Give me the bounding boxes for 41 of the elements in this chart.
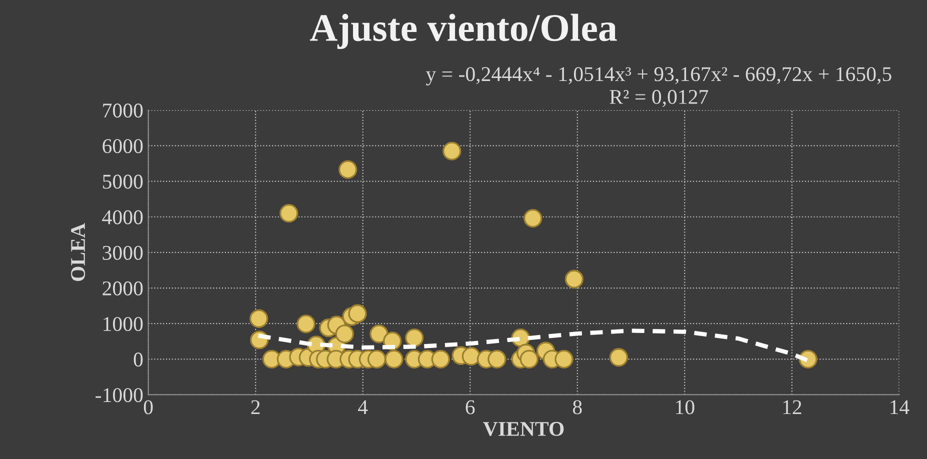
x-axis-title: VIENTO <box>483 422 564 436</box>
point <box>520 350 538 369</box>
y-axis-title: OLEA <box>71 223 86 281</box>
y-tick-label: 3000 <box>102 246 143 260</box>
point <box>488 350 506 369</box>
y-tick-label: 5000 <box>103 174 143 189</box>
point <box>280 204 298 223</box>
y-tick-label: -1000 <box>96 388 143 402</box>
x-tick-label: 0 <box>144 400 153 414</box>
x-tick-label: 14 <box>890 400 910 414</box>
y-tick-label: 4000 <box>102 210 143 224</box>
y-tick-label: 7000 <box>103 104 143 118</box>
text: R² = 0,0127 <box>610 90 708 107</box>
point <box>249 309 268 328</box>
y-tick-label: 0 <box>134 352 143 367</box>
x-tick-label: 6 <box>466 400 475 414</box>
x-tick-label: 2 <box>251 400 260 414</box>
point <box>609 348 628 367</box>
point <box>335 324 354 344</box>
chart-title: Ajuste viento/Olea <box>310 14 617 50</box>
point <box>348 304 367 323</box>
text: y = -0,2444x⁴ - 1,0514x³ + 93,167x² - 669,72x + 1650,5 <box>426 67 892 86</box>
point <box>442 142 462 160</box>
y-tick-label: 6000 <box>102 139 143 154</box>
point <box>367 350 386 369</box>
y-tick-label: 1000 <box>104 316 143 332</box>
point <box>370 324 388 344</box>
x-tick-label: 4 <box>358 400 368 414</box>
point <box>431 350 450 369</box>
point <box>384 350 404 369</box>
point <box>564 270 584 288</box>
x-tick-label: 12 <box>783 400 802 414</box>
y-tick-label: 2000 <box>102 281 143 296</box>
point <box>554 350 574 369</box>
point <box>405 328 424 348</box>
point <box>462 346 481 366</box>
point <box>338 160 358 179</box>
x-tick-label: 8 <box>572 400 582 414</box>
point <box>524 208 542 228</box>
x-tick-label: 10 <box>676 400 694 414</box>
point <box>296 314 316 334</box>
